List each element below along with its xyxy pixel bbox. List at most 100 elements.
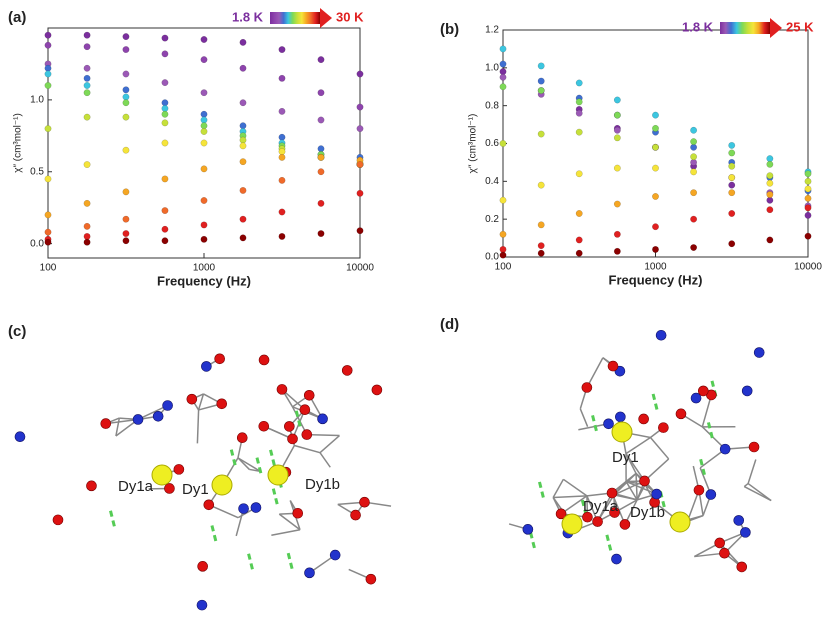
data-point bbox=[317, 153, 325, 161]
y-tick-label: 0.2 bbox=[485, 214, 499, 225]
oxygen-atom bbox=[303, 390, 315, 401]
data-point bbox=[239, 186, 247, 194]
nitrogen-atom bbox=[615, 411, 626, 423]
nitrogen-atom bbox=[14, 431, 26, 443]
y-tick-label: 1.0 bbox=[30, 95, 44, 106]
data-point bbox=[652, 143, 659, 151]
data-point bbox=[83, 199, 91, 207]
oxygen-atom bbox=[186, 393, 198, 405]
oxygen-atom bbox=[173, 464, 185, 475]
bond bbox=[552, 478, 565, 498]
data-point bbox=[690, 138, 698, 146]
data-point bbox=[766, 160, 774, 168]
nitrogen-atom bbox=[705, 489, 717, 500]
data-point bbox=[161, 34, 169, 42]
x-tick-label: 1000 bbox=[644, 262, 667, 273]
oxygen-atom bbox=[292, 507, 304, 519]
data-point bbox=[161, 99, 169, 107]
data-point bbox=[804, 204, 812, 212]
data-point bbox=[537, 181, 545, 189]
y-tick-label: 0.0 bbox=[30, 238, 44, 249]
bond bbox=[743, 485, 772, 502]
colorbar bbox=[270, 12, 320, 24]
data-point bbox=[44, 64, 52, 72]
oxygen-atom bbox=[592, 516, 603, 527]
oxygen-atom bbox=[719, 547, 730, 559]
data-point bbox=[728, 162, 736, 170]
atom-label: Dy1 bbox=[182, 481, 209, 498]
oxygen-atom bbox=[216, 398, 228, 410]
bond bbox=[747, 459, 757, 484]
data-point bbox=[317, 56, 325, 64]
data-point bbox=[575, 236, 583, 244]
data-point bbox=[122, 70, 130, 78]
bond bbox=[278, 513, 301, 531]
data-point bbox=[356, 227, 364, 235]
data-point bbox=[278, 148, 286, 156]
contact bbox=[271, 488, 279, 505]
data-point bbox=[200, 56, 208, 64]
atom-label: Dy1 bbox=[612, 449, 639, 466]
bond bbox=[249, 468, 261, 472]
data-point bbox=[537, 130, 545, 138]
bond bbox=[553, 495, 587, 499]
data-point bbox=[690, 168, 698, 176]
data-point bbox=[690, 244, 698, 251]
data-point bbox=[44, 125, 52, 133]
contact bbox=[109, 510, 116, 528]
colorbar-label: 1.8 K bbox=[682, 19, 714, 34]
oxygen-atom bbox=[371, 384, 383, 396]
oxygen-atom bbox=[619, 519, 631, 530]
data-point bbox=[613, 134, 621, 142]
data-point bbox=[239, 234, 247, 242]
atom-label: Dy1b bbox=[630, 504, 665, 521]
data-point bbox=[766, 179, 774, 187]
contact bbox=[706, 422, 714, 439]
data-point bbox=[278, 46, 286, 54]
bond bbox=[625, 481, 638, 501]
data-point bbox=[161, 207, 169, 215]
bond bbox=[137, 404, 168, 421]
data-point bbox=[122, 146, 130, 154]
data-point bbox=[239, 38, 247, 46]
data-point bbox=[239, 99, 247, 107]
oxygen-atom bbox=[697, 385, 709, 397]
data-point bbox=[499, 73, 507, 81]
data-point bbox=[537, 87, 545, 94]
plot-frame bbox=[502, 29, 809, 258]
nitrogen-atom bbox=[753, 347, 765, 358]
data-point bbox=[613, 164, 621, 172]
data-point bbox=[239, 122, 247, 130]
bond bbox=[596, 492, 613, 522]
x-tick-label: 100 bbox=[40, 263, 57, 274]
contact bbox=[229, 449, 237, 467]
data-point bbox=[317, 116, 325, 124]
nitrogen-atom bbox=[329, 549, 341, 561]
bond bbox=[237, 457, 261, 472]
oxygen-atom bbox=[236, 432, 248, 444]
x-axis-label: Frequency (Hz) bbox=[609, 272, 703, 287]
data-point bbox=[278, 153, 286, 161]
nitrogen-atom bbox=[522, 524, 534, 535]
data-point bbox=[122, 86, 130, 94]
data-point bbox=[161, 50, 169, 58]
oxygen-atom bbox=[658, 422, 669, 433]
dy-atom bbox=[611, 421, 633, 443]
nitrogen-atom bbox=[741, 385, 753, 397]
data-point bbox=[44, 70, 52, 78]
oxygen-atom bbox=[214, 353, 225, 365]
data-point bbox=[652, 164, 659, 172]
data-point bbox=[652, 193, 659, 200]
data-point bbox=[200, 165, 208, 173]
data-point bbox=[122, 188, 130, 196]
panel-label: (c) bbox=[8, 323, 26, 340]
data-point bbox=[728, 240, 736, 248]
x-tick-label: 100 bbox=[495, 262, 512, 273]
oxygen-atom bbox=[299, 404, 311, 415]
data-point bbox=[575, 109, 583, 117]
bond bbox=[319, 452, 331, 468]
data-point bbox=[161, 110, 169, 118]
atom-label: Dy1a bbox=[583, 498, 619, 515]
data-point bbox=[44, 41, 52, 49]
data-point bbox=[44, 228, 52, 236]
